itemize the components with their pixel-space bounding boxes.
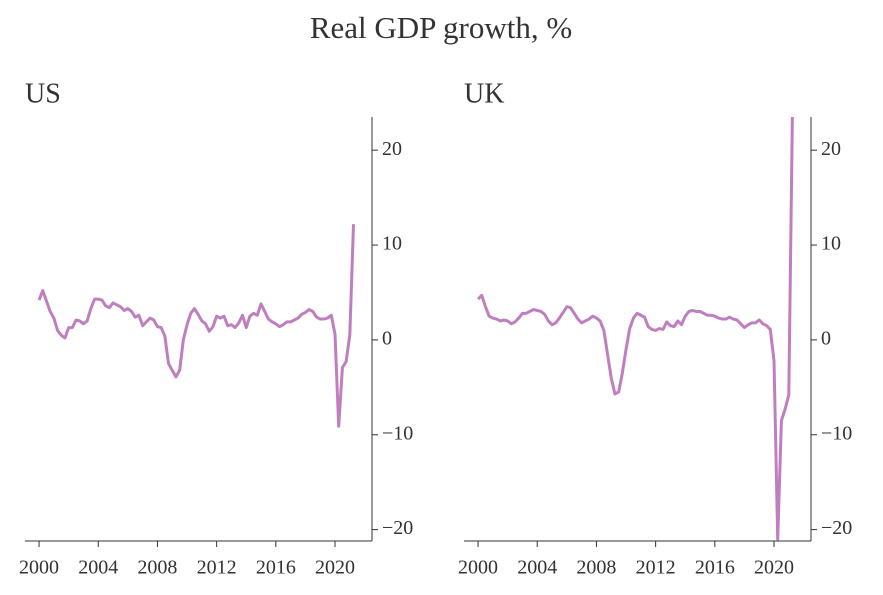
x-tick-label: 2020 xyxy=(315,557,355,579)
y-tick-label: −10 xyxy=(821,422,852,444)
y-tick-label: −10 xyxy=(382,422,413,444)
y-tick-label: 20 xyxy=(382,138,402,160)
y-tick-label: −20 xyxy=(382,517,413,539)
x-tick-label: 2008 xyxy=(576,557,616,579)
x-tick-label: 2012 xyxy=(636,557,676,579)
figure-title: Real GDP growth, % xyxy=(310,10,572,45)
plot-area xyxy=(476,117,794,541)
panel-title: US xyxy=(25,78,61,109)
line xyxy=(37,224,355,428)
y-tick-label: 10 xyxy=(821,233,841,255)
panel-title: UK xyxy=(464,78,504,109)
plot-area xyxy=(37,224,355,428)
y-tick-label: 0 xyxy=(382,328,392,350)
x-tick-label: 2000 xyxy=(19,557,59,579)
y-tick-label: −20 xyxy=(821,517,852,539)
x-tick-label: 2016 xyxy=(695,557,735,579)
line xyxy=(476,117,794,541)
y-tick-label: 20 xyxy=(821,138,841,160)
x-tick-label: 2012 xyxy=(197,557,237,579)
y-tick-label: 10 xyxy=(382,233,402,255)
x-tick-label: 2020 xyxy=(754,557,794,579)
x-tick-label: 2004 xyxy=(78,557,118,579)
x-tick-label: 2016 xyxy=(256,557,296,579)
x-tick-label: 2008 xyxy=(137,557,177,579)
x-tick-label: 2004 xyxy=(517,557,557,579)
x-tick-label: 2000 xyxy=(458,557,498,579)
y-tick-label: 0 xyxy=(821,328,831,350)
